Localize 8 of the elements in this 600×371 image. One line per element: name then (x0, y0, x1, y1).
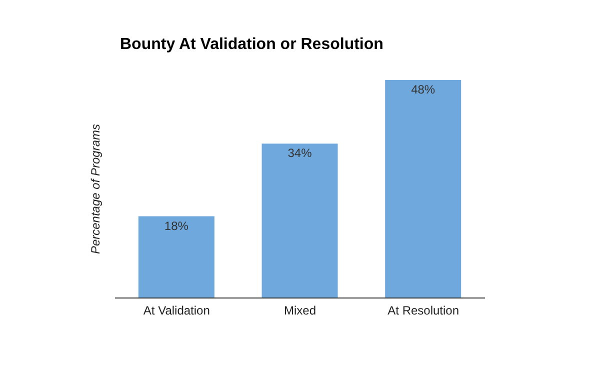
chart-title: Bounty At Validation or Resolution (120, 36, 384, 54)
data-label: 34% (288, 146, 312, 160)
x-tick-label: Mixed (284, 304, 316, 318)
y-axis-title: Percentage of Programs (88, 124, 102, 254)
data-label: 48% (411, 82, 436, 97)
x-tick-label: At Resolution (388, 304, 460, 318)
x-tick-label: At Validation (143, 304, 210, 318)
data-label: 18% (164, 218, 189, 233)
